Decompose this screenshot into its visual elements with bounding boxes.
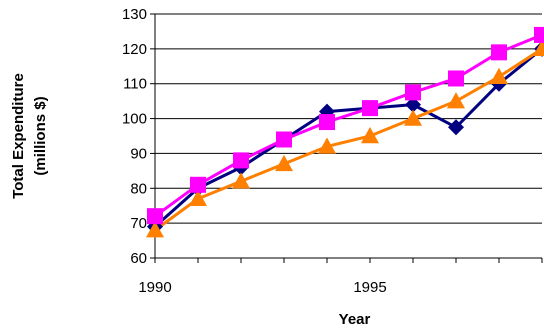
data-point-square xyxy=(448,70,464,87)
y-ticks: 60 70 80 90 100 110 120 130 xyxy=(122,6,155,267)
y-tick-label: 100 xyxy=(122,111,147,128)
data-point-square xyxy=(276,131,292,148)
data-point-triangle xyxy=(404,109,422,126)
data-point-triangle xyxy=(490,67,508,84)
y-tick-label: 90 xyxy=(130,145,147,162)
data-point-triangle xyxy=(189,189,207,206)
data-point-triangle xyxy=(318,137,336,154)
series-line-square xyxy=(154,33,543,218)
y-axis-title-line-2: (millions $) xyxy=(32,96,49,175)
y-tick-label: 80 xyxy=(130,180,147,197)
axes xyxy=(154,14,542,259)
data-point-diamond xyxy=(405,96,421,113)
x-axis-title: Year xyxy=(339,311,371,328)
x-tick-label: 1995 xyxy=(353,279,386,296)
y-tick-label: 60 xyxy=(130,250,147,267)
data-point-square xyxy=(491,44,507,61)
y-tick-label: 130 xyxy=(122,6,147,23)
y-axis-title-line-1: Total Expenditure xyxy=(10,73,27,199)
data-point-square xyxy=(405,84,421,101)
data-point-triangle xyxy=(533,39,544,57)
y-tick-label: 120 xyxy=(122,41,147,58)
data-point-triangle xyxy=(361,127,379,144)
data-point-diamond xyxy=(448,119,464,136)
data-point-square xyxy=(190,176,206,193)
data-point-square xyxy=(147,208,163,225)
data-point-square xyxy=(233,152,249,169)
data-point-triangle xyxy=(232,172,250,189)
data-point-triangle xyxy=(146,221,164,238)
gridlines xyxy=(155,13,542,224)
data-point-triangle xyxy=(275,154,293,172)
data-point-square xyxy=(362,100,378,117)
x-ticks: 1990 1995 xyxy=(138,258,543,296)
data-point-square xyxy=(534,26,544,43)
y-tick-label: 110 xyxy=(123,76,147,93)
x-tick-label: 1990 xyxy=(138,279,171,296)
y-tick-label: 70 xyxy=(130,215,147,232)
series-group xyxy=(146,26,544,238)
y-axis-title: Total Expenditure (millions $) xyxy=(10,73,49,199)
series-line-triangle xyxy=(154,47,543,232)
series-line-diamond xyxy=(154,47,543,228)
data-point-triangle xyxy=(447,92,465,109)
data-point-square xyxy=(319,114,335,131)
